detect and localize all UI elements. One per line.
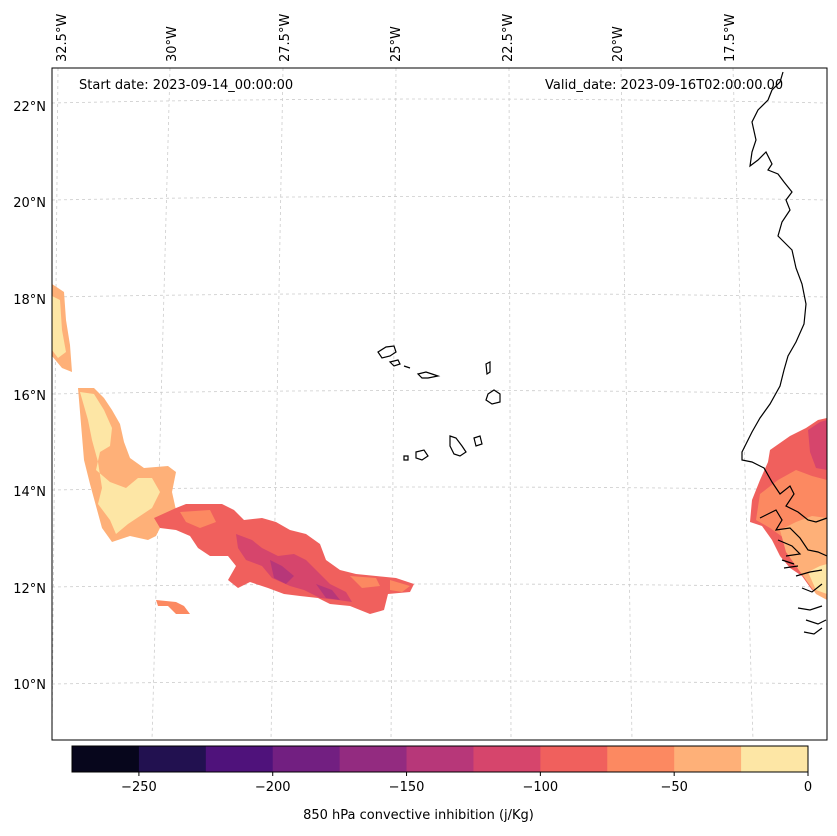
island-fogo <box>415 449 429 461</box>
field-central-highs <box>180 510 410 592</box>
lon-label: 32.5°W <box>55 14 70 62</box>
lat-label: 14°N <box>13 485 46 500</box>
colorbar <box>71 745 809 773</box>
coastlines <box>377 71 828 635</box>
africa-coastline <box>741 71 828 523</box>
colorbar-ticks: −250 −200 −150 −100 −50 0 <box>121 772 812 795</box>
lat-label: 12°N <box>13 582 46 597</box>
colorbar-swatch <box>138 746 207 772</box>
colorbar-swatch <box>272 746 341 772</box>
lat-label: 22°N <box>13 100 46 115</box>
lat-label: 20°N <box>13 196 46 211</box>
coastal-inlets <box>777 539 802 569</box>
colorbar-swatch <box>205 746 274 772</box>
lon-label: 20°W <box>611 26 626 62</box>
colorbar-frame <box>71 745 809 773</box>
colorbar-swatch <box>540 746 608 772</box>
lon-label: 17.5°W <box>723 14 738 62</box>
colorbar-tick-label: −250 <box>121 780 157 795</box>
colorbar-tick-label: −150 <box>389 780 425 795</box>
island-sal <box>485 361 491 376</box>
colorbar-tick-label: −50 <box>660 780 687 795</box>
colorbar-tick-label: 0 <box>804 780 812 795</box>
island-sao-nicolau <box>416 371 441 379</box>
lon-label: 30°W <box>165 26 180 62</box>
island-boa-vista <box>485 389 501 405</box>
field-central-band-core2 <box>316 584 340 600</box>
field-small-patch <box>156 600 190 614</box>
lon-label: 27.5°W <box>278 14 293 62</box>
colorbar-swatch <box>741 746 809 772</box>
lon-label: 25°W <box>389 26 404 62</box>
island-brava <box>403 455 409 461</box>
island-santa-luzia <box>403 365 411 369</box>
colorbar-tick-label: −100 <box>523 780 559 795</box>
field-central-band-mid <box>236 534 352 602</box>
colorbar-swatch <box>473 746 541 772</box>
island-santiago <box>449 435 467 457</box>
island-santo-antao <box>377 345 397 359</box>
colorbar-swatch <box>72 746 140 772</box>
colorbar-label: 850 hPa convective inhibition (j/Kg) <box>303 808 534 823</box>
colorbar-swatch <box>674 746 742 772</box>
colorbar-swatch <box>339 746 408 772</box>
colorbar-tick-label: −200 <box>255 780 291 795</box>
valid-date-caption: Valid_date: 2023-09-16T02:00:00.00 <box>545 78 784 93</box>
colorbar-swatch <box>607 746 675 772</box>
lat-label: 16°N <box>13 389 46 404</box>
lon-labels: 32.5°W 30°W 27.5°W 25°W 22.5°W 20°W 17.5… <box>55 14 738 62</box>
lat-label: 10°N <box>13 678 46 693</box>
map-frame <box>51 67 828 741</box>
map-background <box>52 68 827 740</box>
island-sao-vicente <box>388 359 401 367</box>
field-central-band-core <box>270 560 294 584</box>
bissau-islands <box>795 569 827 635</box>
lat-label: 18°N <box>13 293 46 308</box>
africa-coastline-south <box>759 509 828 557</box>
island-maio <box>473 435 483 447</box>
cin-fields <box>52 284 827 614</box>
colorbar-swatch <box>406 746 474 772</box>
field-western-band-inner <box>80 392 160 534</box>
start-date-caption: Start date: 2023-09-14_00:00:00 <box>79 78 294 93</box>
lat-labels: 22°N 20°N 18°N 16°N 14°N 12°N 10°N <box>13 100 46 693</box>
field-west-edge-inner <box>52 296 66 358</box>
lon-label: 22.5°W <box>501 14 516 62</box>
field-coast-mid <box>808 420 827 470</box>
